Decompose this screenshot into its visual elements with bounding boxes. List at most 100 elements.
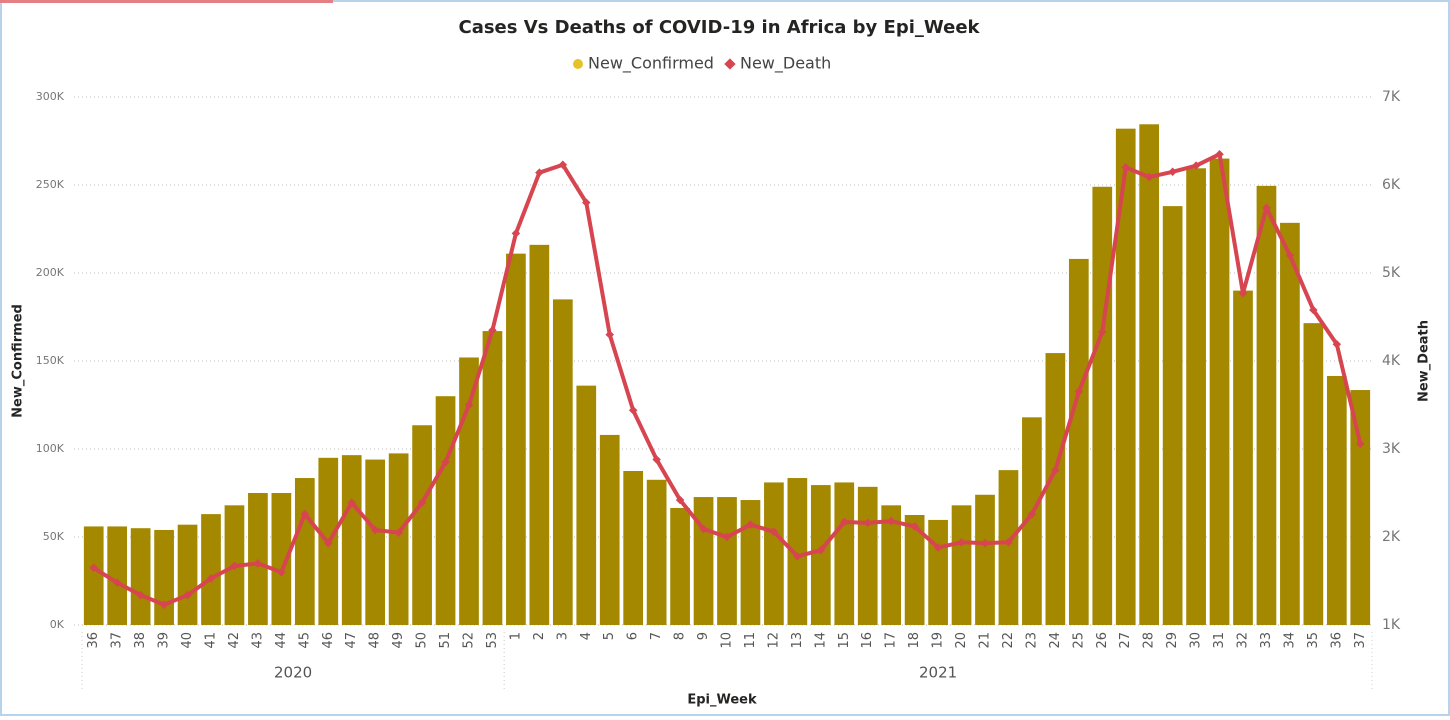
bar (787, 478, 808, 625)
line-marker (488, 325, 497, 335)
x-tick-label: 41 (204, 632, 219, 649)
bar (107, 526, 128, 625)
line-marker (394, 528, 403, 537)
line-marker (1027, 509, 1037, 519)
x-axis-label: Epi_Week (687, 693, 757, 708)
bar (529, 244, 550, 625)
x-group-label: 2021 (919, 664, 957, 682)
bar (271, 493, 292, 625)
x-tick-label: 29 (1165, 632, 1180, 649)
x-tick-label: 17 (884, 632, 899, 649)
bar (1186, 168, 1206, 625)
x-tick-label: 18 (907, 632, 922, 649)
x-tick-label: 32 (1236, 632, 1251, 649)
x-tick-label: 5 (602, 632, 617, 640)
bar (482, 331, 503, 625)
x-tick-label: 10 (720, 632, 735, 649)
y-tick-label: 250K (36, 178, 65, 191)
x-tick-label: 24 (1048, 632, 1063, 649)
bar (365, 459, 386, 625)
x-tick-label: 9 (696, 632, 711, 640)
x-tick-label: 2 (532, 632, 547, 640)
bar (857, 486, 878, 625)
line-marker (980, 538, 990, 548)
x-group-label: 2020 (274, 664, 312, 682)
x-tick-label: 53 (485, 632, 500, 649)
bar (1162, 206, 1183, 625)
bar (623, 471, 644, 625)
x-tick-label: 22 (1001, 632, 1016, 649)
line-marker (1051, 465, 1060, 475)
bar (693, 497, 714, 625)
line-marker (699, 524, 708, 534)
bar (834, 482, 855, 625)
y2-tick-label: 5K (1382, 265, 1401, 281)
y-tick-label: 0K (50, 618, 65, 631)
line-marker (605, 330, 614, 339)
x-tick-label: 48 (368, 632, 383, 649)
bar (435, 396, 456, 625)
bar (998, 470, 1019, 625)
bar (740, 500, 761, 625)
x-tick-label: 52 (462, 632, 477, 649)
x-tick-label: 25 (1071, 632, 1086, 649)
bar (341, 455, 362, 625)
bar (1303, 323, 1324, 625)
x-tick-label: 30 (1189, 632, 1204, 649)
bar (951, 505, 972, 625)
legend-marker (724, 58, 736, 70)
bar (1209, 158, 1230, 625)
line-marker (1074, 387, 1084, 397)
x-tick-label: 26 (1095, 632, 1110, 649)
x-tick-label: 19 (931, 632, 946, 649)
line-marker (746, 520, 755, 529)
x-tick-label: 49 (391, 632, 406, 649)
bar (1092, 186, 1113, 625)
x-tick-label: 44 (274, 632, 289, 649)
bar (904, 515, 925, 625)
x-tick-label: 34 (1282, 632, 1297, 649)
bar (1068, 258, 1089, 625)
line-marker (1332, 340, 1342, 349)
line-marker (793, 552, 802, 561)
line-marker (1004, 538, 1013, 547)
y2-tick-label: 1K (1382, 617, 1401, 633)
line-marker (277, 567, 286, 577)
x-tick-label: 7 (649, 632, 664, 640)
bar (248, 493, 268, 625)
line-marker (652, 455, 661, 464)
x-tick-label: 27 (1118, 632, 1133, 649)
line-marker (628, 406, 638, 415)
y-tick-label: 50K (43, 530, 65, 543)
line-marker (324, 538, 333, 548)
x-tick-label: 37 (110, 632, 125, 649)
line-marker (347, 498, 356, 507)
line-marker (886, 516, 896, 526)
line-marker (957, 538, 966, 547)
bar (975, 494, 995, 625)
x-tick-label: 50 (415, 632, 430, 649)
line-marker (840, 517, 849, 527)
x-tick-label: 6 (626, 632, 641, 640)
bar (576, 385, 597, 625)
x-tick-label: 40 (180, 632, 195, 649)
y-tick-label: 300K (36, 90, 65, 103)
x-tick-label: 28 (1142, 632, 1157, 649)
bar (506, 253, 526, 625)
x-tick-label: 47 (344, 632, 359, 649)
x-tick-label: 39 (157, 632, 172, 649)
x-tick-label: 38 (133, 632, 148, 649)
y-tick-label: 150K (36, 354, 65, 367)
chart-title: Cases Vs Deaths of COVID-19 in Africa by… (458, 17, 980, 38)
bar (1233, 290, 1253, 625)
line-marker (675, 495, 685, 505)
bar (412, 425, 432, 625)
bar (83, 526, 104, 625)
bar (1022, 417, 1042, 625)
x-tick-label: 42 (227, 632, 242, 649)
line-marker (370, 525, 380, 535)
x-tick-label: 13 (790, 632, 805, 649)
x-tick-label: 23 (1024, 632, 1039, 649)
